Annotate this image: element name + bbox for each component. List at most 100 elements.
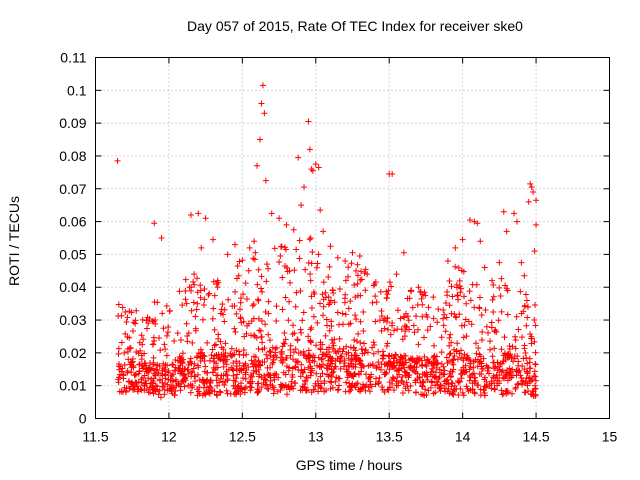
data-point [329, 360, 336, 367]
y-tick-label: 0 [79, 411, 87, 427]
data-point [152, 367, 159, 374]
data-point [271, 386, 278, 393]
data-point [512, 333, 519, 340]
data-point [440, 315, 447, 322]
data-point [424, 327, 431, 334]
data-point [424, 356, 431, 363]
data-point [202, 391, 209, 398]
x-tick-label: 13.5 [376, 429, 403, 445]
data-point [376, 378, 383, 385]
data-point [264, 355, 271, 362]
x-tick-label: 14.5 [522, 429, 549, 445]
data-point [115, 379, 122, 386]
data-point [187, 359, 194, 366]
data-point [498, 275, 505, 282]
data-point [498, 368, 505, 375]
data-point [434, 319, 441, 326]
data-point [355, 330, 362, 337]
data-point [254, 386, 261, 393]
data-point [358, 346, 365, 353]
data-point [149, 317, 156, 324]
data-point [150, 375, 157, 382]
data-point [411, 329, 418, 336]
data-point [527, 331, 534, 338]
data-point [162, 362, 169, 369]
data-point [504, 387, 511, 394]
data-point [531, 248, 538, 255]
data-point [496, 284, 503, 291]
data-point [412, 379, 419, 386]
data-point [193, 306, 200, 313]
data-point [527, 365, 534, 372]
data-point [256, 371, 263, 378]
data-point [281, 244, 288, 251]
data-point [196, 390, 203, 397]
data-point [467, 364, 474, 371]
data-point [176, 353, 183, 360]
data-point [424, 371, 431, 378]
data-point [521, 389, 528, 396]
data-point [421, 334, 428, 341]
data-point [286, 364, 293, 371]
data-point [443, 354, 450, 361]
data-point [334, 254, 341, 261]
data-point [326, 344, 333, 351]
data-point [458, 347, 465, 354]
data-point [485, 329, 492, 336]
data-point [187, 212, 194, 219]
data-point [449, 390, 456, 397]
data-point [271, 245, 278, 252]
data-point [418, 295, 425, 302]
data-point [399, 389, 406, 396]
data-point [158, 235, 165, 241]
data-point [223, 368, 230, 375]
data-point [218, 306, 225, 313]
data-point [189, 382, 196, 389]
data-point [413, 389, 420, 396]
data-point [142, 380, 149, 387]
data-point [195, 364, 202, 371]
data-point [236, 348, 243, 355]
data-point [405, 372, 412, 379]
data-point [377, 366, 384, 373]
data-point [227, 352, 234, 359]
data-point [190, 278, 197, 285]
data-point [532, 361, 539, 368]
data-point [379, 386, 386, 393]
data-point [434, 378, 441, 385]
data-point [306, 236, 313, 243]
data-point [156, 387, 163, 394]
data-point [279, 357, 286, 364]
data-point [256, 136, 263, 143]
data-point [394, 307, 401, 314]
data-point [418, 357, 425, 364]
data-point [237, 314, 244, 321]
data-point [419, 291, 426, 298]
data-point [172, 376, 179, 383]
data-point [337, 365, 344, 372]
data-point [532, 322, 539, 329]
data-point [211, 326, 218, 333]
data-point [523, 368, 530, 375]
data-point [298, 202, 305, 209]
data-point [489, 277, 496, 284]
data-point [466, 288, 473, 295]
data-point [278, 243, 284, 250]
data-point [523, 297, 530, 304]
data-point [409, 304, 416, 311]
data-point [326, 327, 333, 334]
data-point [307, 326, 314, 333]
data-point [400, 249, 407, 256]
data-point [287, 346, 294, 353]
data-point [174, 330, 181, 337]
data-point [201, 296, 208, 303]
data-point [422, 386, 429, 393]
data-point [184, 366, 191, 373]
data-point [161, 341, 168, 348]
data-point [497, 360, 504, 367]
data-point [354, 272, 361, 279]
data-point [128, 309, 135, 316]
data-point [257, 328, 264, 335]
data-point [483, 362, 490, 369]
data-point [433, 353, 440, 360]
